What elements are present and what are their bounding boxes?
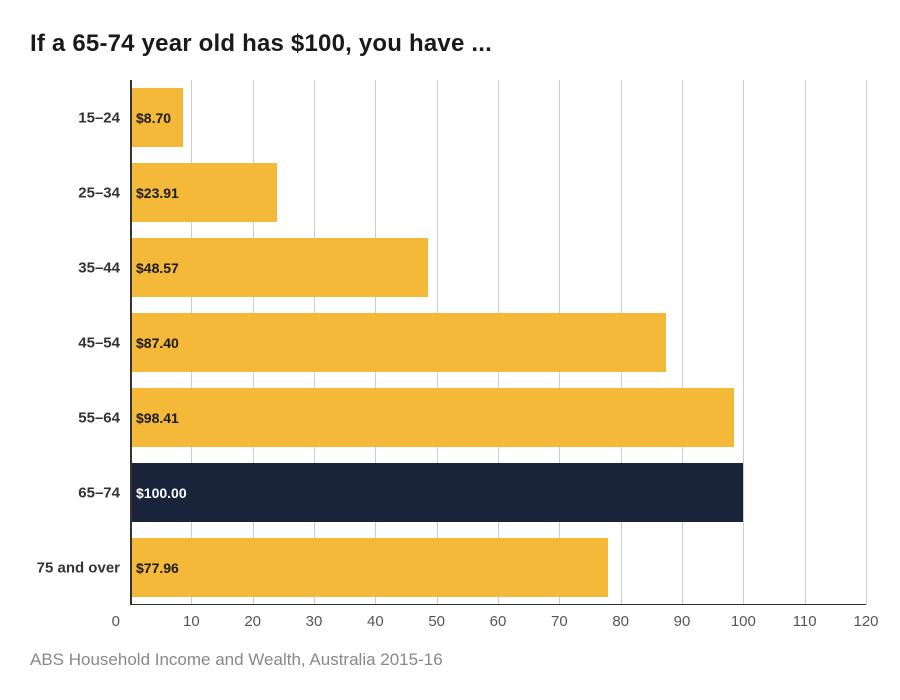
x-tick-label: 40 <box>367 613 384 630</box>
x-tick-label: 120 <box>853 613 878 630</box>
category-label: 45–54 <box>0 334 130 351</box>
bar-value-label: $100.00 <box>136 485 187 501</box>
chart-container: If a 65-74 year old has $100, you have .… <box>0 0 900 700</box>
category-label: 65–74 <box>0 484 130 501</box>
x-tick-label: 100 <box>731 613 756 630</box>
x-tick-label: 80 <box>612 613 629 630</box>
x-zero-label: 0 <box>0 613 130 630</box>
gridline <box>805 80 806 605</box>
x-tick-label: 90 <box>674 613 691 630</box>
bar: $8.70 <box>130 88 183 147</box>
x-tick-label: 60 <box>490 613 507 630</box>
bar-value-label: $77.96 <box>136 560 179 576</box>
gridline <box>743 80 744 605</box>
bar: $77.96 <box>130 538 608 597</box>
bar-value-label: $48.57 <box>136 260 179 276</box>
category-label: 35–44 <box>0 259 130 276</box>
category-label: 25–34 <box>0 184 130 201</box>
bar: $87.40 <box>130 313 666 372</box>
x-tick-label: 110 <box>793 613 817 630</box>
x-tick-label: 10 <box>183 613 200 630</box>
category-label: 55–64 <box>0 409 130 426</box>
bar-value-label: $98.41 <box>136 410 179 426</box>
category-label: 75 and over <box>0 559 130 576</box>
bar-value-label: $8.70 <box>136 110 171 126</box>
chart-area: $8.70 $23.91 $48.57 $87.40 $98.41 $100.00 $77.… <box>0 0 900 700</box>
x-tick-label: 50 <box>428 613 445 630</box>
x-axis-line <box>130 604 866 605</box>
x-tick-label: 30 <box>306 613 323 630</box>
x-tick-label: 20 <box>244 613 261 630</box>
bar: $100.00 <box>130 463 743 522</box>
bar: $98.41 <box>130 388 734 447</box>
y-axis-line <box>130 80 132 605</box>
gridline <box>866 80 867 605</box>
plot-area: $8.70 $23.91 $48.57 $87.40 $98.41 $100.00 $77.… <box>130 80 866 605</box>
bar: $23.91 <box>130 163 277 222</box>
bar: $48.57 <box>130 238 428 297</box>
bar-value-label: $23.91 <box>136 185 179 201</box>
gridline <box>682 80 683 605</box>
source-attribution: ABS Household Income and Wealth, Austral… <box>30 650 443 670</box>
category-label: 15–24 <box>0 109 130 126</box>
bar-value-label: $87.40 <box>136 335 179 351</box>
x-tick-label: 70 <box>551 613 568 630</box>
